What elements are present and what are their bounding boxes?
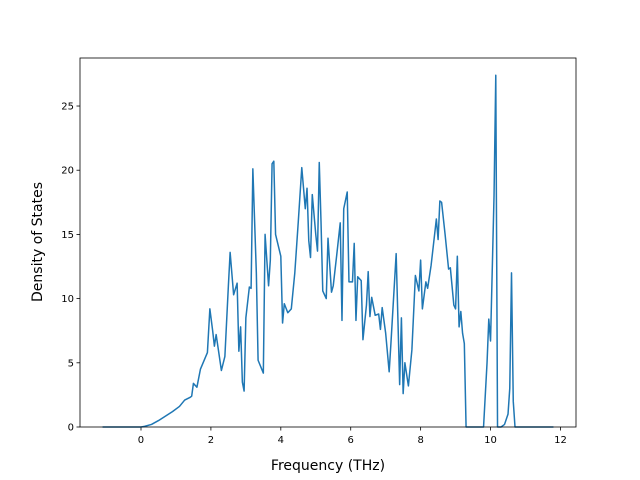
x-axis-label: Frequency (THz) [271,458,385,474]
y-tick-label: 20 [61,166,74,177]
x-tick-label: 4 [278,435,284,446]
x-tick-label: 8 [417,435,423,446]
y-tick-label: 0 [68,423,74,434]
y-tick-label: 15 [61,230,74,241]
x-tick-label: 12 [554,435,567,446]
x-tick-label: 0 [138,435,144,446]
x-tick-label: 2 [208,435,214,446]
y-tick-label: 25 [61,102,74,113]
x-tick-label: 6 [348,435,354,446]
y-tick-label: 10 [61,294,74,305]
x-tick-label: 10 [484,435,497,446]
line-series [102,74,554,428]
y-axis-label: Density of States [30,182,46,302]
plot-frame [79,57,577,428]
y-tick-label: 5 [68,358,74,369]
